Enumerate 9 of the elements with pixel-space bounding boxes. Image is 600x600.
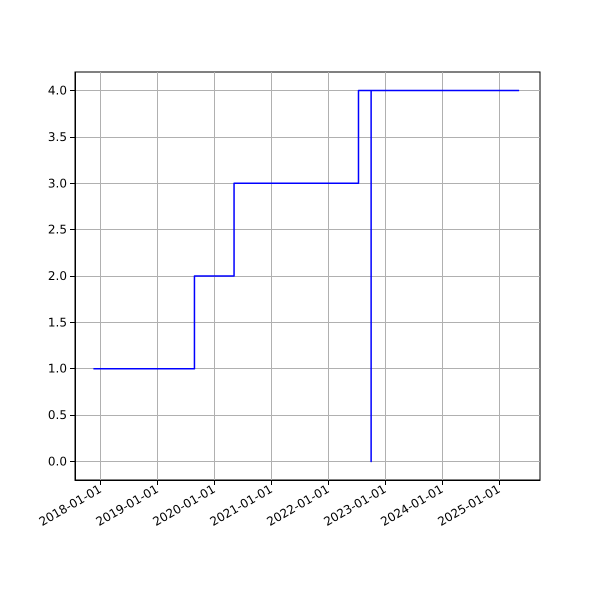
y-tick-label: 2.0 — [48, 269, 67, 283]
y-tick-label: 3.5 — [48, 130, 67, 144]
y-tick-label: 0.0 — [48, 454, 67, 468]
y-tick-label: 2.5 — [48, 222, 67, 237]
y-tick-label: 3.0 — [48, 176, 67, 190]
y-tick-label: 4.0 — [48, 84, 67, 98]
y-tick-label: 1.0 — [48, 362, 67, 376]
y-tick-label: 0.5 — [48, 408, 67, 422]
y-tick-label: 1.5 — [48, 315, 67, 330]
